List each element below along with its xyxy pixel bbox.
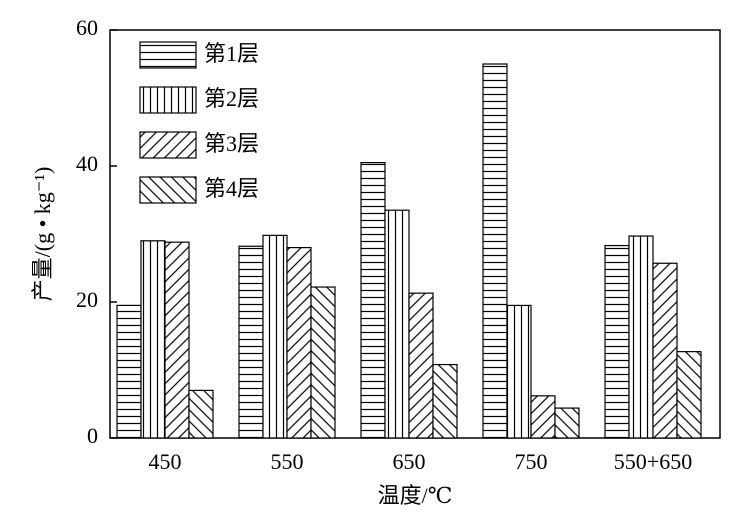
y-tick-label: 60 xyxy=(76,15,98,40)
legend-label: 第2层 xyxy=(204,86,259,111)
legend-label: 第3层 xyxy=(204,131,259,156)
bar xyxy=(408,292,434,439)
bar xyxy=(188,389,214,439)
bar xyxy=(384,209,410,439)
bar xyxy=(628,235,654,439)
legend-label: 第4层 xyxy=(204,176,259,201)
bar xyxy=(676,351,702,439)
y-tick-label: 20 xyxy=(76,287,98,312)
legend-label: 第1层 xyxy=(204,41,259,66)
legend-swatch xyxy=(139,41,197,69)
bar xyxy=(140,240,166,439)
bar xyxy=(310,286,336,439)
bar xyxy=(506,304,532,439)
y-axis-label: 产量/(g • kg⁻¹) xyxy=(30,167,55,302)
bar xyxy=(530,395,556,439)
bar xyxy=(432,363,458,439)
bar xyxy=(262,234,288,439)
y-tick-label: 0 xyxy=(87,423,98,448)
x-tick-label: 750 xyxy=(515,449,548,474)
x-tick-label: 450 xyxy=(149,449,182,474)
bar xyxy=(604,244,630,439)
x-tick-label: 650 xyxy=(393,449,426,474)
bar xyxy=(482,63,508,439)
x-tick-label: 550 xyxy=(271,449,304,474)
legend-swatch xyxy=(139,176,197,204)
bar xyxy=(652,262,678,439)
x-tick-label: 550+650 xyxy=(614,449,692,474)
bar xyxy=(164,241,190,439)
bar xyxy=(286,247,312,439)
bar xyxy=(554,407,580,439)
y-tick-label: 40 xyxy=(76,151,98,176)
bar xyxy=(116,304,142,439)
bar xyxy=(238,245,264,439)
x-axis-label: 温度/℃ xyxy=(378,483,453,508)
legend-swatch xyxy=(139,86,197,114)
bar xyxy=(360,162,386,439)
legend-swatch xyxy=(139,131,197,159)
